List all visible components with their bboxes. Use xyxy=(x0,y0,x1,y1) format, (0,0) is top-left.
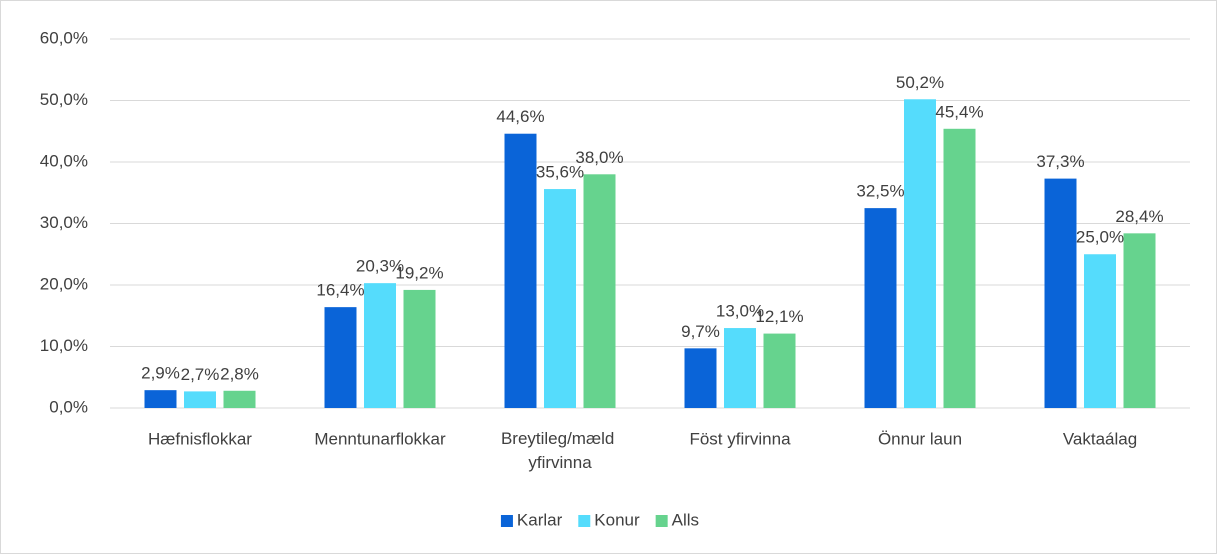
x-tick-label: Breytileg/mæld yfirvinna xyxy=(501,429,619,472)
data-label: 16,4% xyxy=(316,281,364,300)
data-label: 12,1% xyxy=(755,307,803,326)
legend-swatch xyxy=(655,515,668,527)
bar xyxy=(1123,233,1156,408)
data-label: 50,2% xyxy=(896,73,944,92)
legend-label: Alls xyxy=(672,510,699,529)
bar xyxy=(144,390,177,408)
bar xyxy=(364,283,396,408)
data-label: 13,0% xyxy=(716,302,764,321)
bar xyxy=(943,128,976,409)
x-tick-label: Menntunarflokkar xyxy=(314,429,446,448)
bar xyxy=(724,328,756,408)
x-tick-label: Hæfnisflokkar xyxy=(148,429,252,448)
bar xyxy=(763,333,796,408)
data-label: 38,0% xyxy=(575,148,623,167)
bar xyxy=(864,208,897,408)
data-label: 44,6% xyxy=(496,107,544,126)
data-label: 37,3% xyxy=(1036,152,1084,171)
bar xyxy=(583,174,616,408)
bar xyxy=(1084,254,1116,408)
x-tick-label: Vaktaálag xyxy=(1063,429,1137,448)
data-label: 2,7% xyxy=(181,365,220,384)
bar xyxy=(684,348,717,408)
bar xyxy=(403,289,436,408)
legend-label: Karlar xyxy=(517,510,563,529)
data-label: 45,4% xyxy=(935,102,983,121)
y-tick-label: 10,0% xyxy=(40,336,88,355)
y-tick-label: 20,0% xyxy=(40,274,88,293)
bar xyxy=(544,189,576,408)
x-tick-label: Önnur laun xyxy=(878,429,962,448)
bar xyxy=(904,99,936,409)
y-tick-label: 0,0% xyxy=(49,397,88,416)
data-label: 2,8% xyxy=(220,364,259,383)
y-tick-label: 40,0% xyxy=(40,151,88,170)
y-tick-label: 60,0% xyxy=(40,28,88,47)
data-label: 9,7% xyxy=(681,322,720,341)
data-label: 20,3% xyxy=(356,257,404,276)
x-tick-label: Föst yfirvinna xyxy=(689,429,791,448)
y-tick-label: 30,0% xyxy=(40,213,88,232)
data-label: 28,4% xyxy=(1115,207,1163,226)
bar xyxy=(184,391,216,408)
legend-swatch xyxy=(578,515,591,527)
y-tick-label: 50,0% xyxy=(40,90,88,109)
legend-label: Konur xyxy=(594,510,640,529)
data-label: 19,2% xyxy=(395,263,443,282)
bar xyxy=(1044,178,1077,408)
bar xyxy=(324,307,357,408)
data-label: 32,5% xyxy=(856,182,904,201)
bar xyxy=(504,133,537,408)
data-label: 2,9% xyxy=(141,364,180,383)
bar xyxy=(223,390,256,408)
data-label: 35,6% xyxy=(536,163,584,182)
data-label: 25,0% xyxy=(1076,228,1124,247)
legend-swatch xyxy=(500,515,513,527)
